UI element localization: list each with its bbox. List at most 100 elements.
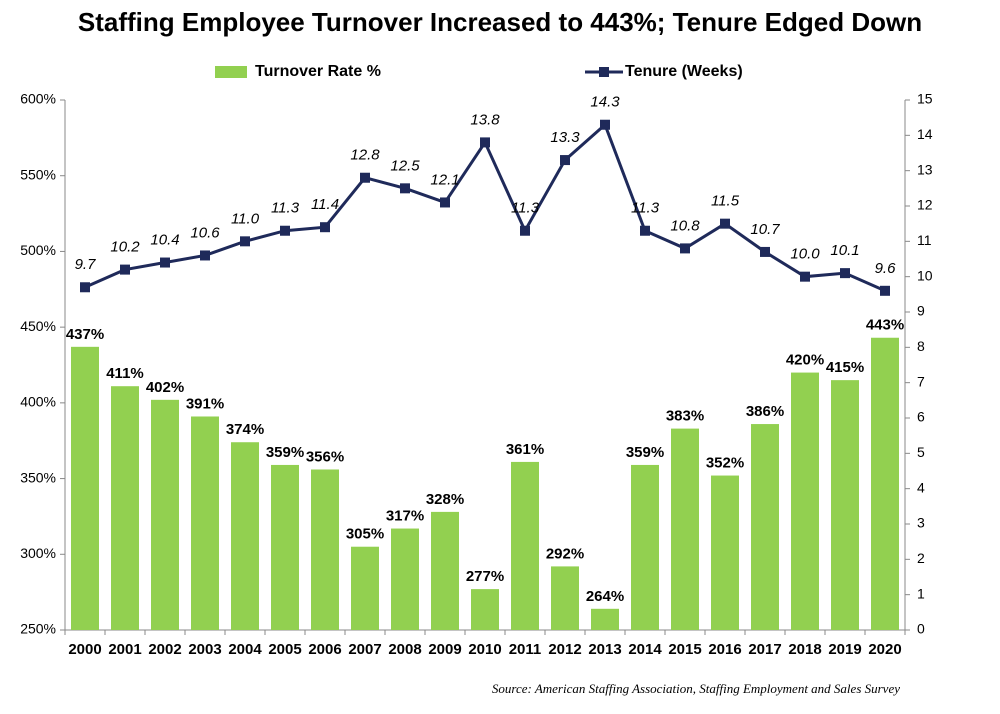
y2-tick-label: 13 <box>917 161 933 177</box>
line-marker <box>440 197 450 208</box>
x-tick-label: 2003 <box>188 641 221 658</box>
y2-tick-label: 4 <box>917 479 925 495</box>
y2-tick-label: 9 <box>917 303 925 319</box>
line-marker <box>720 218 730 229</box>
bar <box>111 386 139 630</box>
x-tick-label: 2009 <box>428 641 461 658</box>
line-marker <box>760 246 770 257</box>
y-tick-label: 250% <box>20 621 56 637</box>
y2-tick-label: 14 <box>917 126 933 142</box>
y2-tick-label: 11 <box>917 232 932 248</box>
x-tick-label: 2019 <box>828 641 861 658</box>
bar <box>151 399 179 630</box>
line-marker <box>800 271 810 282</box>
x-tick-label: 2008 <box>388 641 421 658</box>
x-tick-label: 2015 <box>668 641 701 658</box>
y2-tick-label: 7 <box>917 373 925 389</box>
bar-value-label: 402% <box>146 379 184 396</box>
line-value-label: 12.8 <box>350 147 380 164</box>
line-value-label: 14.3 <box>590 94 620 111</box>
bar <box>191 416 219 630</box>
legend-label: Tenure (Weeks) <box>625 63 743 80</box>
bar-value-label: 359% <box>626 444 664 461</box>
legend-marker <box>599 67 609 77</box>
source-note: Source: American Staffing Association, S… <box>492 681 900 696</box>
x-tick-label: 2004 <box>228 641 262 658</box>
y2-tick-label: 5 <box>917 444 925 460</box>
y-tick-label: 350% <box>20 469 56 485</box>
line-marker <box>520 225 530 236</box>
line-value-label: 9.7 <box>75 256 97 273</box>
line-marker <box>400 183 410 194</box>
y-tick-label: 600% <box>20 91 56 107</box>
bar-value-label: 374% <box>226 421 264 438</box>
line-value-label: 13.3 <box>550 129 580 146</box>
line-marker <box>680 243 690 254</box>
y2-tick-label: 8 <box>917 338 925 354</box>
line-value-label: 10.8 <box>670 217 700 234</box>
line-marker <box>160 257 170 268</box>
x-tick-label: 2014 <box>628 641 662 658</box>
bar <box>671 428 699 630</box>
bar-value-label: 383% <box>666 408 704 425</box>
y2-tick-label: 10 <box>917 267 933 283</box>
y2-tick-label: 6 <box>917 409 925 425</box>
legend-swatch <box>215 66 247 78</box>
y-tick-label: 500% <box>20 242 56 258</box>
chart-title: Staffing Employee Turnover Increased to … <box>78 7 922 37</box>
line-value-label: 11.3 <box>271 200 300 217</box>
line-marker <box>200 250 210 261</box>
bar <box>311 469 339 630</box>
bar <box>871 337 899 630</box>
legend-label: Turnover Rate % <box>255 63 381 80</box>
y-tick-label: 450% <box>20 318 56 334</box>
line-value-label: 10.1 <box>830 242 859 259</box>
bar <box>791 372 819 630</box>
bar <box>591 608 619 630</box>
x-tick-label: 2005 <box>268 641 301 658</box>
x-tick-label: 2016 <box>708 641 741 658</box>
bar <box>351 546 379 630</box>
x-tick-label: 2011 <box>509 641 542 658</box>
bar-value-label: 415% <box>826 359 864 376</box>
line-value-label: 10.6 <box>190 224 220 241</box>
line-marker <box>840 268 850 279</box>
bar-value-label: 328% <box>426 491 464 508</box>
bar-value-label: 411% <box>106 365 144 382</box>
line-value-label: 13.8 <box>470 111 500 128</box>
bar-value-label: 437% <box>66 326 104 343</box>
bar-value-label: 386% <box>746 403 784 420</box>
line-marker <box>120 264 130 275</box>
bar <box>471 589 499 630</box>
x-tick-label: 2012 <box>548 641 581 658</box>
bar-value-label: 361% <box>506 441 544 458</box>
bar-value-label: 317% <box>386 508 424 525</box>
line-marker <box>280 225 290 236</box>
y2-tick-label: 0 <box>917 621 925 637</box>
line-value-label: 11.5 <box>711 193 740 210</box>
y2-tick-label: 12 <box>917 197 933 213</box>
bar-value-label: 359% <box>266 444 304 461</box>
line-value-label: 10.4 <box>150 232 179 249</box>
line-marker <box>560 155 570 166</box>
bar-value-label: 305% <box>346 526 384 543</box>
bar <box>711 475 739 630</box>
line-marker <box>640 225 650 236</box>
line-marker <box>240 236 250 247</box>
x-tick-label: 2017 <box>748 641 781 658</box>
y-tick-label: 400% <box>20 394 56 410</box>
line-marker <box>600 119 610 130</box>
line-value-label: 10.7 <box>750 221 780 238</box>
bar <box>391 528 419 630</box>
bar <box>631 464 659 630</box>
bar <box>511 461 539 630</box>
y2-tick-label: 3 <box>917 515 925 531</box>
bar <box>271 464 299 630</box>
x-tick-label: 2013 <box>588 641 621 658</box>
line-marker <box>480 137 490 148</box>
line <box>84 122 886 293</box>
line-marker <box>320 222 330 233</box>
bar-value-label: 391% <box>186 395 224 412</box>
y2-tick-label: 15 <box>917 91 933 107</box>
